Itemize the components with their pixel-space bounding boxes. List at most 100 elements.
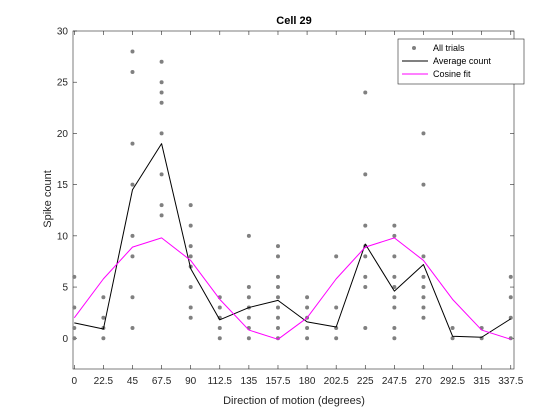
x-tick-label: 202.5 <box>324 376 349 387</box>
trial-point <box>363 326 368 331</box>
trial-point <box>450 336 455 341</box>
x-ticks: 0 22.5 45 67.5 90 112.5 135 157.5 180 202.5 225 247… <box>72 31 524 387</box>
trial-point <box>130 182 135 187</box>
legend-label-all-trials: All trials <box>433 43 465 53</box>
trial-point <box>130 49 135 54</box>
x-tick-label: 45 <box>127 376 139 387</box>
x-tick-label: 337.5 <box>498 376 523 387</box>
trial-point <box>217 326 222 331</box>
trial-point <box>72 336 77 341</box>
trial-point <box>72 274 77 279</box>
trial-point <box>159 131 164 136</box>
trial-point <box>392 305 397 310</box>
y-tick-label: 30 <box>57 27 69 38</box>
trial-point <box>508 336 513 341</box>
trial-point <box>188 285 193 290</box>
trial-point <box>275 326 280 331</box>
legend: All trials Average count Cosine fit <box>397 38 525 85</box>
x-tick-label: 67.5 <box>152 376 172 387</box>
x-tick-label: 225 <box>357 376 374 387</box>
trial-point <box>363 274 368 279</box>
y-ticks: 0 5 10 15 20 25 30 <box>57 27 514 345</box>
trial-point <box>508 274 513 279</box>
x-tick-label: 135 <box>241 376 258 387</box>
trial-point <box>275 244 280 249</box>
trial-point <box>392 274 397 279</box>
trial-point <box>159 100 164 105</box>
trial-point <box>421 295 426 300</box>
trial-point <box>421 274 426 279</box>
legend-label-cosine-fit: Cosine fit <box>433 69 471 79</box>
trial-point <box>217 305 222 310</box>
trial-point <box>275 315 280 320</box>
x-tick-label: 315 <box>473 376 490 387</box>
cosine-fit-line <box>73 237 511 340</box>
trial-point <box>188 305 193 310</box>
trial-point <box>363 223 368 228</box>
y-tick-label: 10 <box>57 231 69 242</box>
trial-point <box>246 336 251 341</box>
trial-point <box>246 295 251 300</box>
chart-title: Cell 29 <box>276 15 311 27</box>
trial-point <box>275 295 280 300</box>
trial-point <box>392 336 397 341</box>
trial-point <box>334 336 339 341</box>
x-tick-label: 90 <box>185 376 197 387</box>
x-tick-label: 247.5 <box>382 376 407 387</box>
trial-point <box>188 315 193 320</box>
trial-point <box>188 203 193 208</box>
trial-point <box>159 203 164 208</box>
trial-point <box>421 315 426 320</box>
trial-point <box>130 254 135 259</box>
trial-point <box>246 285 251 290</box>
trial-point <box>72 326 77 331</box>
trial-point <box>392 254 397 259</box>
x-tick-label: 157.5 <box>265 376 290 387</box>
trial-point <box>392 295 397 300</box>
trial-point <box>508 295 513 300</box>
trial-point <box>159 90 164 95</box>
x-axis-label: Direction of motion (degrees) <box>223 395 365 407</box>
trial-point <box>246 315 251 320</box>
trial-point <box>363 90 368 95</box>
trial-point <box>392 223 397 228</box>
trial-point <box>363 172 368 177</box>
trial-point <box>392 326 397 331</box>
trial-point <box>305 295 310 300</box>
trial-point <box>392 233 397 238</box>
trial-point <box>188 223 193 228</box>
trial-point <box>305 336 310 341</box>
x-tick-label: 270 <box>415 376 432 387</box>
y-tick-label: 15 <box>57 180 69 191</box>
trial-point <box>101 336 106 341</box>
trial-point <box>392 285 397 290</box>
average-count-line <box>74 143 512 338</box>
trial-point <box>188 244 193 249</box>
trial-point <box>101 315 106 320</box>
y-tick-label: 0 <box>62 334 68 345</box>
legend-marker-all-trials <box>412 46 416 50</box>
trial-point <box>363 254 368 259</box>
trial-point <box>508 315 513 320</box>
trial-point <box>305 305 310 310</box>
y-tick-label: 5 <box>62 283 68 294</box>
trial-point <box>421 254 426 259</box>
plot-area: 0 22.5 45 67.5 90 112.5 135 157.5 180 202.5 225 247… <box>57 27 524 388</box>
x-tick-label: 180 <box>299 376 316 387</box>
y-tick-label: 25 <box>57 78 69 89</box>
trial-point <box>72 305 77 310</box>
trial-point <box>450 326 455 331</box>
trial-point <box>159 213 164 218</box>
axes-box <box>72 30 515 370</box>
trial-point <box>159 172 164 177</box>
trial-point <box>130 141 135 146</box>
trial-point <box>421 131 426 136</box>
trial-point <box>159 80 164 85</box>
legend-label-average-count: Average count <box>433 56 491 66</box>
trial-point <box>275 285 280 290</box>
trial-point <box>363 285 368 290</box>
trial-point <box>421 305 426 310</box>
trial-point <box>275 274 280 279</box>
